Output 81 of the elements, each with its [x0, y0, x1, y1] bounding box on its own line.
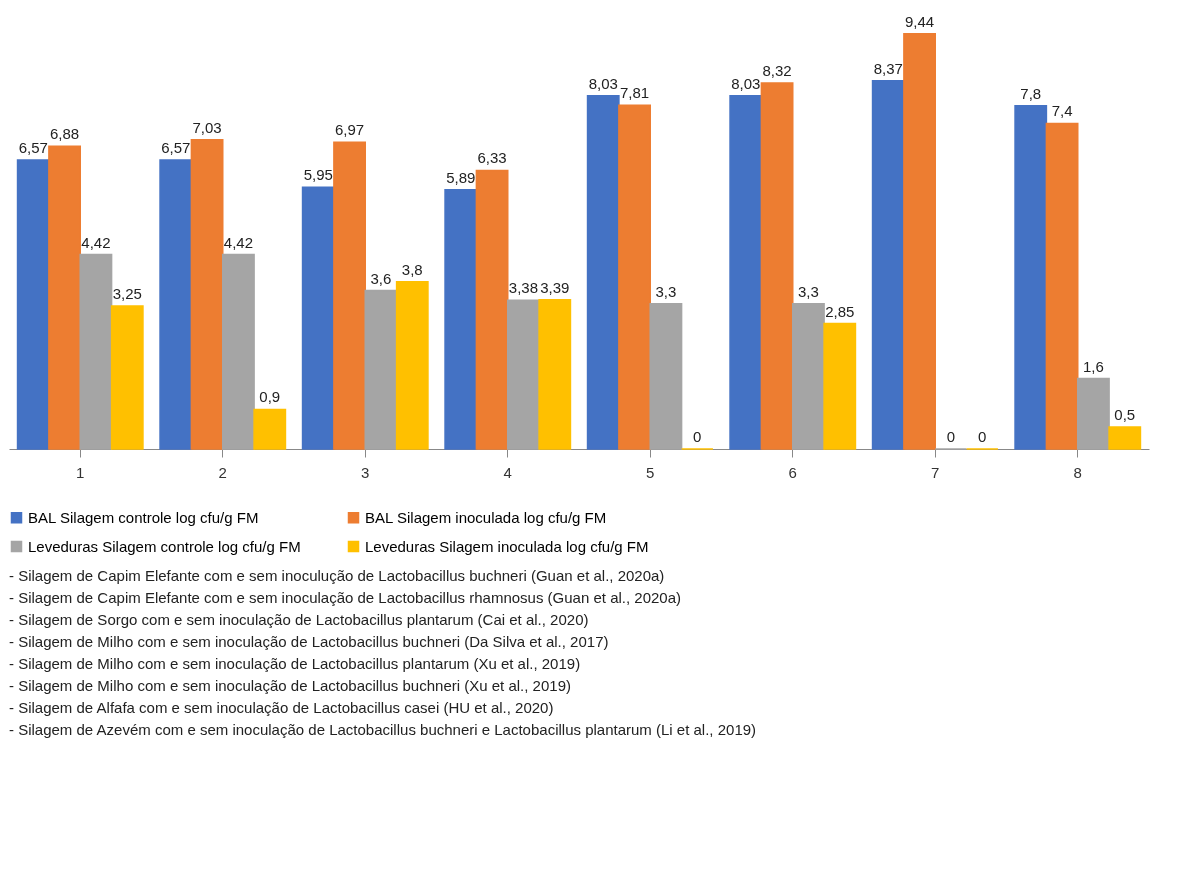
data-label: 0,9: [259, 388, 281, 406]
data-label: 8,03: [731, 74, 761, 92]
bar: [110, 305, 144, 450]
bar: [364, 289, 398, 450]
bar: [792, 303, 825, 450]
data-label: 4,42: [81, 233, 111, 251]
x-tick-label: 6: [788, 463, 797, 481]
legend-label: BAL Silagem controle log cfu/g FM: [28, 508, 259, 526]
data-label: 6,97: [334, 121, 365, 139]
data-label: 3,3: [655, 282, 677, 300]
text: - Silagem de Alfafa com e sem inoculação de Lactobacillus casei (HU et al., 2020): [9, 699, 554, 716]
data-label: 3,39: [540, 278, 570, 296]
bar: [475, 169, 509, 450]
bar: [538, 299, 572, 450]
text: - Silagem de Capim Elefante com e sem inoculação de Lactobacillus rhamnosus (Guan et al., 2020a): [9, 589, 682, 606]
bar: [79, 253, 113, 450]
data-label: 3,6: [370, 269, 392, 287]
data-label: 4,42: [223, 233, 254, 251]
x-tick-label: 2: [218, 463, 227, 481]
data-label: 7,03: [192, 118, 222, 136]
text: - Silagem de Milho com e sem inoculação de Lactobacillus plantarum (Xu et al., 2019): [9, 655, 581, 672]
data-label: 7,8: [1020, 84, 1042, 102]
bar: [1014, 105, 1048, 450]
bar: [444, 189, 478, 450]
legend-label: BAL Silagem inoculada log cfu/g FM: [365, 508, 607, 526]
data-label: 8,03: [588, 74, 618, 92]
bar: [159, 159, 193, 450]
text: - Silagem de Azevém com e sem inoculação de Lactobacillus buchneri e Lactobacillus plantarum (Li et al., 2019): [9, 721, 757, 738]
text: - Silagem de Milho com e sem inoculação de Lactobacillus buchneri (Xu et al., 2019): [9, 677, 571, 694]
bar: [333, 141, 366, 450]
data-label: 1,6: [1083, 357, 1104, 375]
x-tick-label: 5: [646, 463, 655, 481]
data-label: 7,81: [619, 84, 650, 102]
data-label: 2,85: [825, 302, 855, 320]
bar: [823, 322, 857, 450]
data-label: 0,5: [1114, 406, 1136, 423]
bar: [301, 186, 335, 450]
bar: [1045, 122, 1079, 450]
bar: [649, 303, 683, 450]
data-label: 0: [693, 428, 702, 445]
data-label: 3,8: [401, 260, 423, 278]
x-tick-label: 3: [361, 463, 370, 481]
data-label: 5,95: [303, 166, 333, 184]
bar: [760, 82, 794, 450]
bar: [586, 94, 620, 450]
data-label: 5,89: [446, 168, 476, 186]
bar: [1077, 377, 1110, 450]
x-tick-label: 8: [1073, 463, 1082, 481]
x-tick-label: 1: [76, 463, 85, 481]
data-label: 6,57: [161, 138, 191, 156]
bar: [729, 94, 763, 450]
text: - Silagem de Milho com e sem inoculação de Lactobacillus buchneri (Da Silva et al., 2017): [9, 633, 609, 650]
legend-label: Leveduras Silagem controle log cfu/g FM: [28, 537, 301, 555]
text: - Silagem de Capim Elefante com e sem inoculução de Lactobacillus buchneri (Guan et al., 2020a): [9, 567, 665, 584]
data-label: 6,33: [477, 149, 507, 167]
x-tick-label: 7: [931, 463, 940, 481]
bar: [395, 281, 429, 450]
data-label: 3,25: [112, 285, 142, 302]
text: - Silagem de Sorgo com e sem inoculação de Lactobacillus plantarum (Cai et al., 2020): [9, 611, 589, 628]
data-label: 9,44: [904, 12, 935, 30]
data-label: 3,38: [508, 279, 539, 297]
x-tick-label: 4: [503, 463, 512, 481]
legend-label: Leveduras Silagem inoculada log cfu/g FM: [365, 537, 649, 555]
bar: [618, 104, 651, 450]
bar: [48, 145, 81, 450]
data-label: 3,3: [798, 282, 819, 300]
bar: [253, 408, 287, 450]
data-label: 6,57: [18, 138, 48, 156]
bar: [871, 79, 905, 450]
data-label: 8,37: [873, 59, 903, 77]
data-label: 6,88: [49, 125, 80, 143]
data-label: 0: [978, 428, 987, 445]
data-label: 8,32: [762, 61, 792, 79]
bar: [903, 32, 936, 450]
bar: [16, 159, 50, 450]
bar: [222, 253, 255, 450]
bar: [1108, 426, 1142, 450]
bar: [190, 138, 224, 450]
bar: [507, 299, 540, 450]
data-label: 0: [946, 428, 956, 445]
data-label: 7,4: [1051, 102, 1073, 120]
